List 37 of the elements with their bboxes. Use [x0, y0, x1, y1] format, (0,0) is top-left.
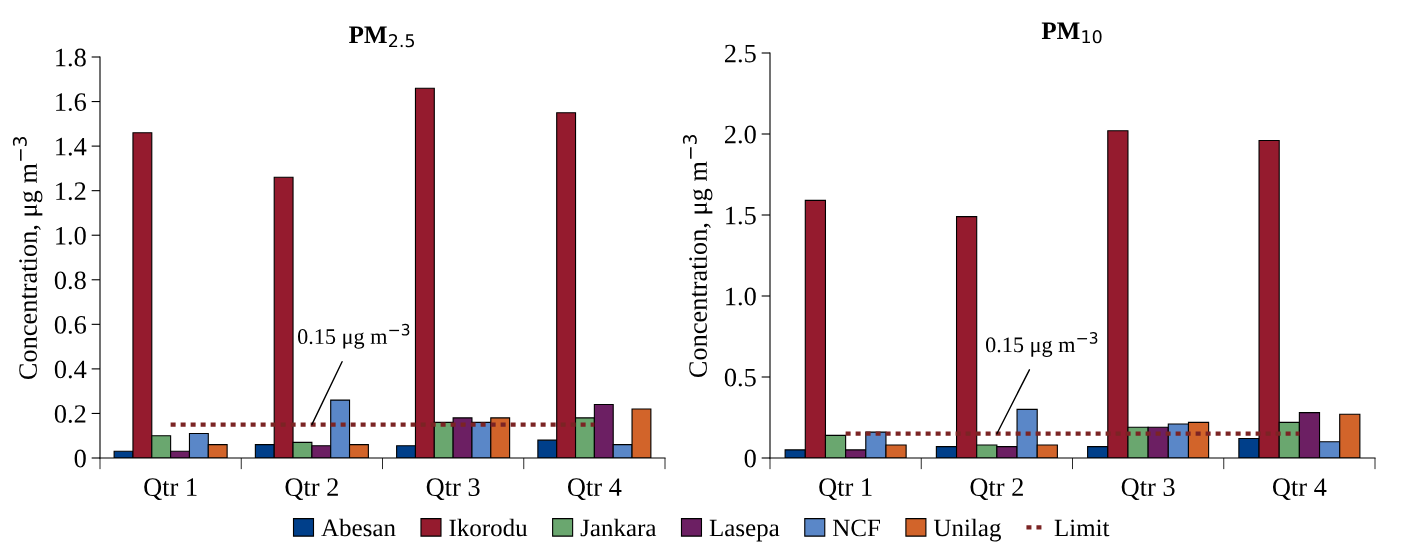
- x-tick-label: Qtr 2: [285, 478, 338, 501]
- y-tick-label: 2.0: [724, 125, 756, 144]
- y-tick-label: 0: [74, 449, 86, 468]
- x-tick-label: Qtr 4: [567, 478, 622, 501]
- legend-label: Lasepa: [709, 519, 780, 542]
- x-tick-label: Qtr 3: [426, 478, 480, 501]
- y-tick-label: 1.5: [726, 206, 756, 225]
- y-tick-label: 0.4: [54, 360, 87, 379]
- chart-title: PM$_{10}$: [1041, 22, 1102, 44]
- y-axis-title: Concentration, μg m$^{−3}$: [12, 137, 43, 380]
- annotation: 0.15 μg m$^{−3}$: [297, 323, 410, 349]
- y-axis-title: Concentration, μg m$^{−3}$: [682, 135, 713, 378]
- y-tick-label: 1.0: [726, 287, 756, 306]
- x-tick-label: Qtr 3: [1121, 478, 1175, 501]
- x-tick-label: Qtr 1: [144, 478, 197, 501]
- y-tick-label: 1.8: [56, 48, 86, 67]
- legend-label: Unilag: [933, 518, 1001, 542]
- y-tick-label: 0.2: [54, 405, 86, 423]
- y-tick-label: 1.2: [56, 182, 86, 201]
- annotation: 0.15 μg m$^{−3}$: [985, 332, 1098, 357]
- y-tick-label: 1.4: [56, 137, 87, 156]
- y-tick-label: 0.5: [724, 368, 756, 387]
- y-tick-label: 0.6: [54, 315, 87, 334]
- y-tick-label: 1.0: [56, 226, 86, 245]
- legend-label: Abesan: [321, 518, 396, 537]
- legend-label: Jankara: [580, 518, 657, 537]
- legend-label: Ikorodu: [449, 518, 528, 537]
- x-tick-label: Qtr 2: [970, 478, 1023, 501]
- y-tick-label: 0: [744, 449, 756, 468]
- y-tick-label: 1.6: [56, 93, 87, 112]
- y-tick-label: 0.8: [54, 271, 86, 290]
- legend-label: NCF: [832, 519, 880, 537]
- x-tick-label: Qtr 4: [1272, 478, 1327, 501]
- y-tick-label: 2.5: [724, 44, 756, 63]
- legend-label: Limit: [1054, 519, 1110, 537]
- x-tick-label: Qtr 1: [819, 478, 872, 501]
- chart-title: PM$_{2.5}$: [349, 26, 415, 48]
